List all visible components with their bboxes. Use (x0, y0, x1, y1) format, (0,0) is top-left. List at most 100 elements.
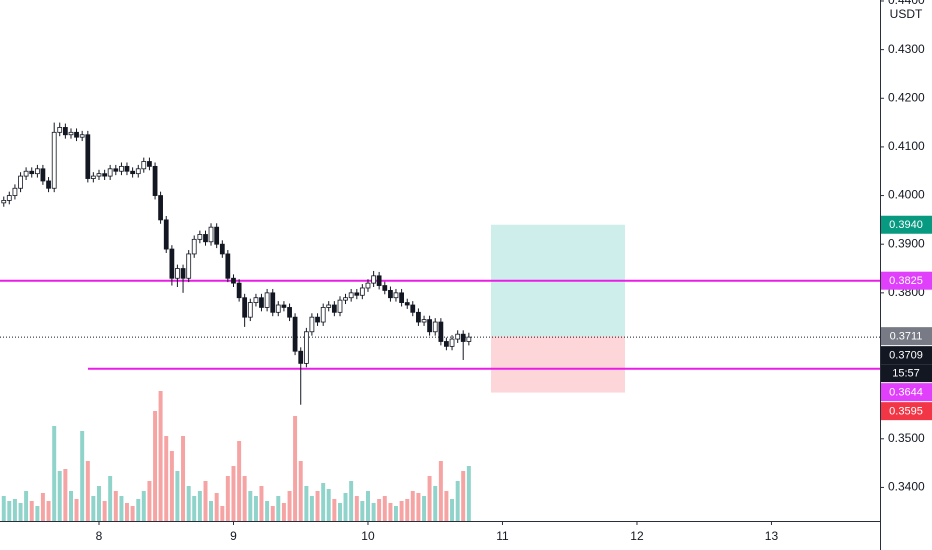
volume-bar (326, 489, 331, 521)
volume-bar (242, 476, 247, 521)
volume-bar (136, 499, 141, 521)
candle-body (309, 316, 315, 333)
volume-bar (124, 503, 129, 521)
volume-bar (343, 493, 348, 521)
volume-bar (147, 481, 152, 521)
volume-bar (309, 496, 314, 521)
plot-area (0, 122, 880, 521)
candle-body (275, 304, 281, 313)
candle-body (113, 168, 119, 172)
candle-body (214, 226, 220, 245)
x-tick-label: 13 (765, 529, 779, 543)
candle-body (348, 292, 354, 299)
volume-bar (354, 496, 359, 521)
volume-bar (365, 491, 370, 521)
volume-bar (52, 426, 57, 521)
candle-body (253, 297, 259, 303)
volume-bar (97, 486, 101, 521)
volume-bar (315, 491, 320, 521)
candle-body (281, 304, 287, 308)
price-tag-label: 0.3940 (889, 219, 923, 231)
candle-body (152, 165, 158, 196)
candle-body (119, 165, 124, 172)
volume-bar (69, 491, 73, 521)
candle-body (147, 161, 152, 167)
volume-bar (399, 501, 404, 521)
y-tick-label: 0.4200 (888, 90, 925, 104)
candle-body (79, 134, 85, 138)
volume-bar (444, 491, 449, 521)
x-tick-label: 8 (96, 529, 103, 543)
candle-body (343, 297, 348, 301)
candle-body (438, 321, 444, 342)
candle-body (96, 173, 102, 177)
volume-bar (7, 501, 12, 521)
volume-bar (416, 493, 421, 521)
volume-bar (158, 391, 163, 521)
candle-body (208, 226, 214, 243)
volume-bar (265, 501, 270, 521)
price-tag (881, 346, 932, 365)
volume-bar (1, 496, 6, 521)
x-tick-label: 9 (230, 529, 237, 543)
volume-bar (455, 481, 460, 521)
candle-body (231, 277, 236, 284)
volume-bar (321, 483, 326, 521)
candle-body (460, 333, 466, 342)
candle-body (18, 175, 23, 189)
candle-body (264, 292, 270, 308)
volume-bar (287, 491, 292, 521)
candle-body (466, 336, 472, 342)
candle-body (303, 331, 309, 364)
candle-body (331, 304, 337, 313)
candle-body (427, 319, 432, 333)
volume-bar (298, 461, 303, 521)
volume-bar (192, 496, 197, 521)
candle-body (23, 170, 29, 177)
countdown-tag (881, 364, 932, 383)
candle-body (399, 292, 404, 303)
volume-bar (181, 436, 186, 521)
volume-bar (422, 496, 427, 521)
volume-bar (74, 499, 79, 521)
volume-bar (130, 506, 135, 521)
x-tick-label: 11 (496, 529, 509, 543)
candle-body (141, 161, 147, 170)
volume-bar (360, 501, 365, 521)
volume-bar (237, 441, 242, 521)
candle-body (74, 131, 79, 138)
candle-body (242, 297, 248, 318)
volume-bar (332, 499, 337, 521)
candle-body (359, 287, 365, 296)
volume-bar (186, 486, 191, 521)
candle-body (203, 234, 208, 243)
candle-body (124, 165, 130, 172)
price-tag-label: 0.3595 (889, 406, 923, 418)
candle-body (40, 168, 46, 182)
x-tick-label: 12 (630, 529, 644, 543)
candle-body (135, 168, 141, 175)
price-tag (881, 402, 932, 421)
volume-bar (253, 496, 258, 521)
volume-bar (270, 506, 275, 521)
countdown-label: 15:57 (892, 368, 920, 380)
y-tick-label: 0.3500 (888, 431, 925, 445)
candle-body (29, 170, 35, 175)
stop-zone (491, 336, 625, 393)
candle-body (315, 316, 320, 323)
volume-bar (40, 493, 45, 521)
candle-body (410, 304, 416, 313)
candle-body (455, 333, 461, 340)
y-tick-label: 0.3400 (888, 480, 925, 494)
volume-bar (304, 486, 309, 521)
volume-bar (141, 491, 146, 521)
y-tick-label: 0.4300 (888, 42, 925, 56)
volume-bar (91, 496, 96, 521)
volume-bar (175, 471, 180, 521)
volume-bar (293, 416, 298, 521)
candle-body (320, 307, 326, 323)
volume-bar (80, 431, 85, 521)
